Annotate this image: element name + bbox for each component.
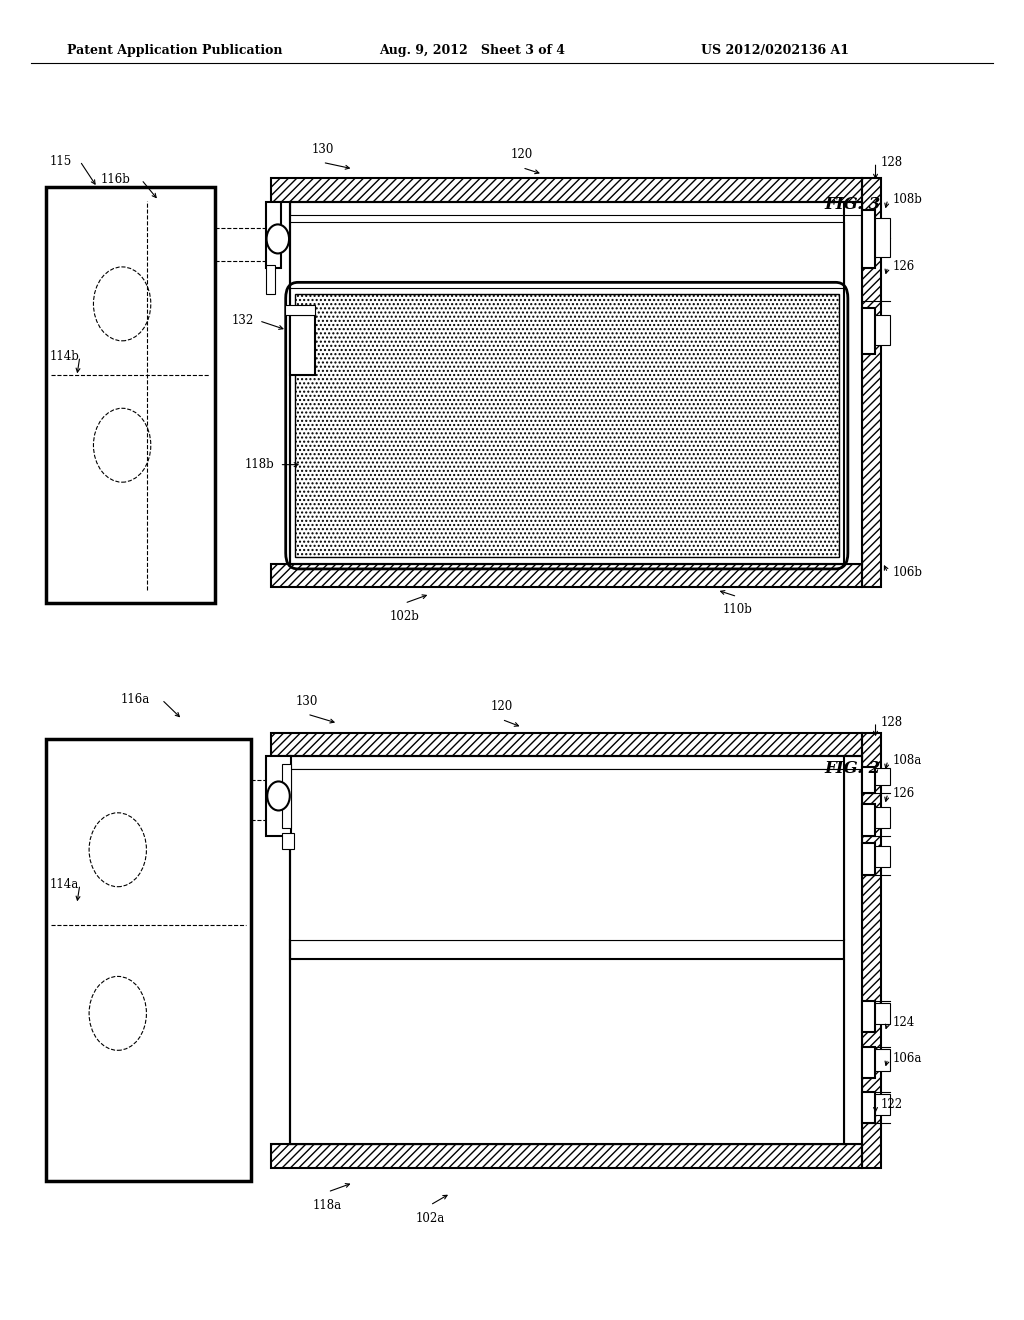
Circle shape xyxy=(267,781,290,810)
Bar xyxy=(290,222,844,288)
Text: 114b: 114b xyxy=(49,350,79,363)
Text: Patent Application Publication: Patent Application Publication xyxy=(67,44,282,57)
Text: 132: 132 xyxy=(231,314,254,327)
Bar xyxy=(876,1049,890,1071)
Bar xyxy=(271,1144,862,1168)
Text: 130: 130 xyxy=(296,694,318,708)
Text: 115: 115 xyxy=(49,154,72,168)
Text: FIG. 3: FIG. 3 xyxy=(824,197,881,213)
Text: 120: 120 xyxy=(490,700,513,713)
Bar xyxy=(290,960,844,1144)
Bar xyxy=(862,843,876,875)
Bar xyxy=(271,733,862,756)
Bar xyxy=(862,308,876,354)
Circle shape xyxy=(93,408,151,482)
Text: 110b: 110b xyxy=(722,603,753,616)
Text: 118a: 118a xyxy=(313,1199,342,1212)
Bar xyxy=(862,1001,876,1032)
Bar xyxy=(290,940,844,960)
Bar xyxy=(290,756,862,1144)
Bar xyxy=(862,178,881,587)
Circle shape xyxy=(266,224,289,253)
Bar xyxy=(876,1003,890,1024)
Bar xyxy=(46,187,215,603)
Bar xyxy=(271,733,862,756)
Text: 122: 122 xyxy=(881,1098,903,1111)
Text: 106b: 106b xyxy=(893,566,923,579)
Bar xyxy=(862,255,876,268)
Bar xyxy=(862,804,876,836)
Text: Aug. 9, 2012   Sheet 3 of 4: Aug. 9, 2012 Sheet 3 of 4 xyxy=(379,44,565,57)
Text: 118b: 118b xyxy=(245,458,274,471)
Bar xyxy=(862,1092,876,1123)
Bar xyxy=(862,210,876,268)
Text: 102b: 102b xyxy=(389,610,420,623)
Bar xyxy=(862,733,881,1168)
Text: US 2012/0202136 A1: US 2012/0202136 A1 xyxy=(701,44,850,57)
Bar xyxy=(271,564,862,587)
Text: 114a: 114a xyxy=(49,878,79,891)
Bar xyxy=(862,767,876,793)
Bar xyxy=(266,202,281,268)
Text: FIG. 2: FIG. 2 xyxy=(824,760,881,776)
Text: 128: 128 xyxy=(881,156,903,169)
Text: 130: 130 xyxy=(311,143,334,156)
Text: 108a: 108a xyxy=(893,754,923,767)
Circle shape xyxy=(89,813,146,887)
Text: 126: 126 xyxy=(893,260,915,273)
Bar xyxy=(290,770,844,940)
Bar xyxy=(271,564,862,587)
Text: 106a: 106a xyxy=(893,1052,923,1065)
Bar xyxy=(285,305,315,315)
Circle shape xyxy=(93,267,151,341)
Bar xyxy=(862,255,876,268)
Bar xyxy=(266,756,291,836)
Bar xyxy=(290,202,862,564)
Bar xyxy=(862,1047,876,1078)
Text: 126: 126 xyxy=(893,787,915,800)
Bar xyxy=(271,178,862,202)
Bar xyxy=(46,739,251,1181)
Bar xyxy=(876,1094,890,1115)
Bar xyxy=(876,315,890,345)
Bar xyxy=(862,733,881,1168)
Bar xyxy=(290,756,862,770)
Text: 120: 120 xyxy=(511,148,534,161)
Bar xyxy=(271,1144,862,1168)
Bar xyxy=(290,756,862,770)
Text: 116b: 116b xyxy=(100,173,130,186)
Bar xyxy=(290,202,862,215)
Bar xyxy=(282,764,291,828)
Bar xyxy=(290,940,844,960)
Bar xyxy=(876,218,890,257)
Bar xyxy=(290,202,862,215)
Bar xyxy=(295,294,839,557)
Bar xyxy=(282,833,294,849)
Bar xyxy=(271,178,862,202)
Text: 102a: 102a xyxy=(416,1212,444,1225)
Text: 128: 128 xyxy=(881,715,903,729)
Text: 124: 124 xyxy=(893,1016,915,1030)
Bar xyxy=(876,807,890,828)
Text: 108b: 108b xyxy=(893,193,923,206)
Circle shape xyxy=(89,977,146,1051)
Bar xyxy=(266,265,275,294)
Bar xyxy=(862,178,881,587)
Bar xyxy=(290,315,315,375)
Bar xyxy=(876,846,890,867)
Bar xyxy=(876,768,890,785)
Text: 116a: 116a xyxy=(121,693,151,706)
